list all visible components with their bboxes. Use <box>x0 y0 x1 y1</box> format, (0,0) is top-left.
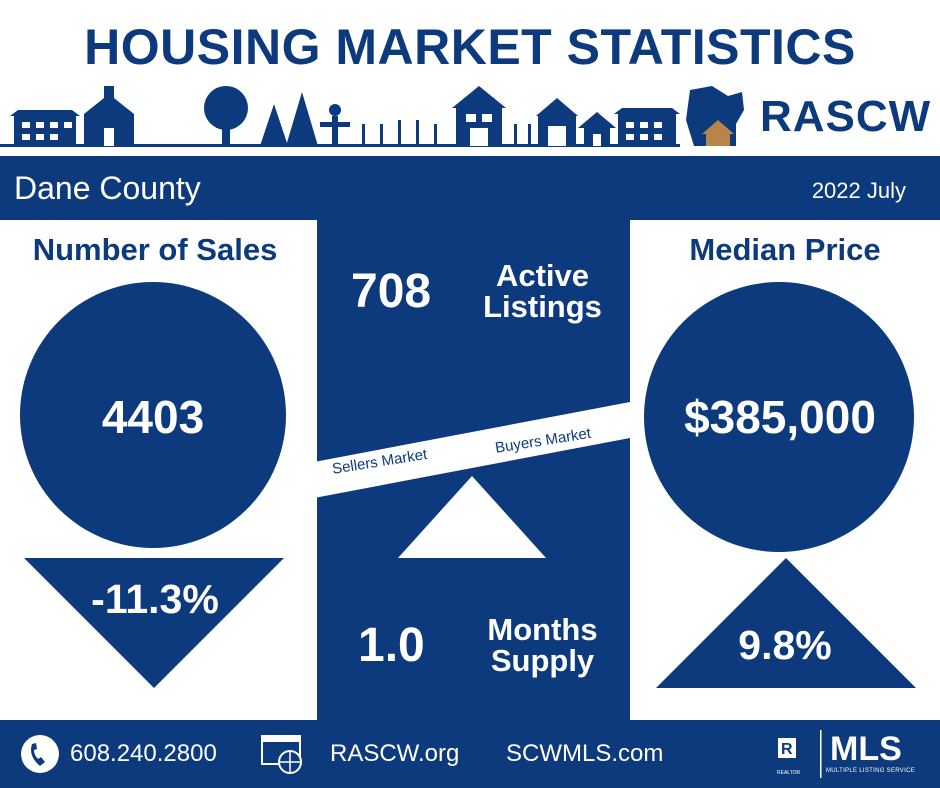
svg-text:R: R <box>781 741 793 758</box>
sales-circle <box>20 282 286 548</box>
web-icon <box>261 735 302 774</box>
seesaw-fulcrum <box>398 476 546 558</box>
active-listings-value: 708 <box>351 265 432 318</box>
footer-icons: R <box>21 730 822 778</box>
realtor-r-icon: R <box>778 738 796 758</box>
sales-label: Number of Sales <box>32 232 278 267</box>
mls-logo: MLS <box>830 730 902 768</box>
months-supply-label: Months Supply <box>487 612 598 678</box>
phone-number[interactable]: 608.240.2800 <box>70 740 217 767</box>
sales-change: -11.3% <box>91 576 219 622</box>
region-name: Dane County <box>14 170 201 206</box>
months-supply-value: 1.0 <box>358 619 425 672</box>
active-listings-label: Active Listings <box>483 258 602 324</box>
median-price-value: $385,000 <box>684 391 876 443</box>
phone-icon <box>21 735 59 773</box>
header-bar <box>0 156 940 220</box>
median-price-change: 9.8% <box>738 622 832 668</box>
seesaw-beam <box>314 402 630 498</box>
scwmls-website-link[interactable]: SCWMLS.com <box>506 740 664 767</box>
realtor-logo-text: REALTOR <box>777 770 801 776</box>
median-price-circle <box>644 282 914 552</box>
skyline-illustration <box>0 86 744 147</box>
median-price-label: Median Price <box>689 232 881 267</box>
brand-logo: RASCW <box>760 92 932 141</box>
mls-logo-subtitle: MULTIPLE LISTING SERVICE <box>826 768 915 774</box>
rascw-website-link[interactable]: RASCW.org <box>330 740 460 767</box>
report-period: 2022 July <box>811 178 906 203</box>
sales-value: 4403 <box>101 391 205 443</box>
page-title: HOUSING MARKET STATISTICS <box>84 19 856 75</box>
